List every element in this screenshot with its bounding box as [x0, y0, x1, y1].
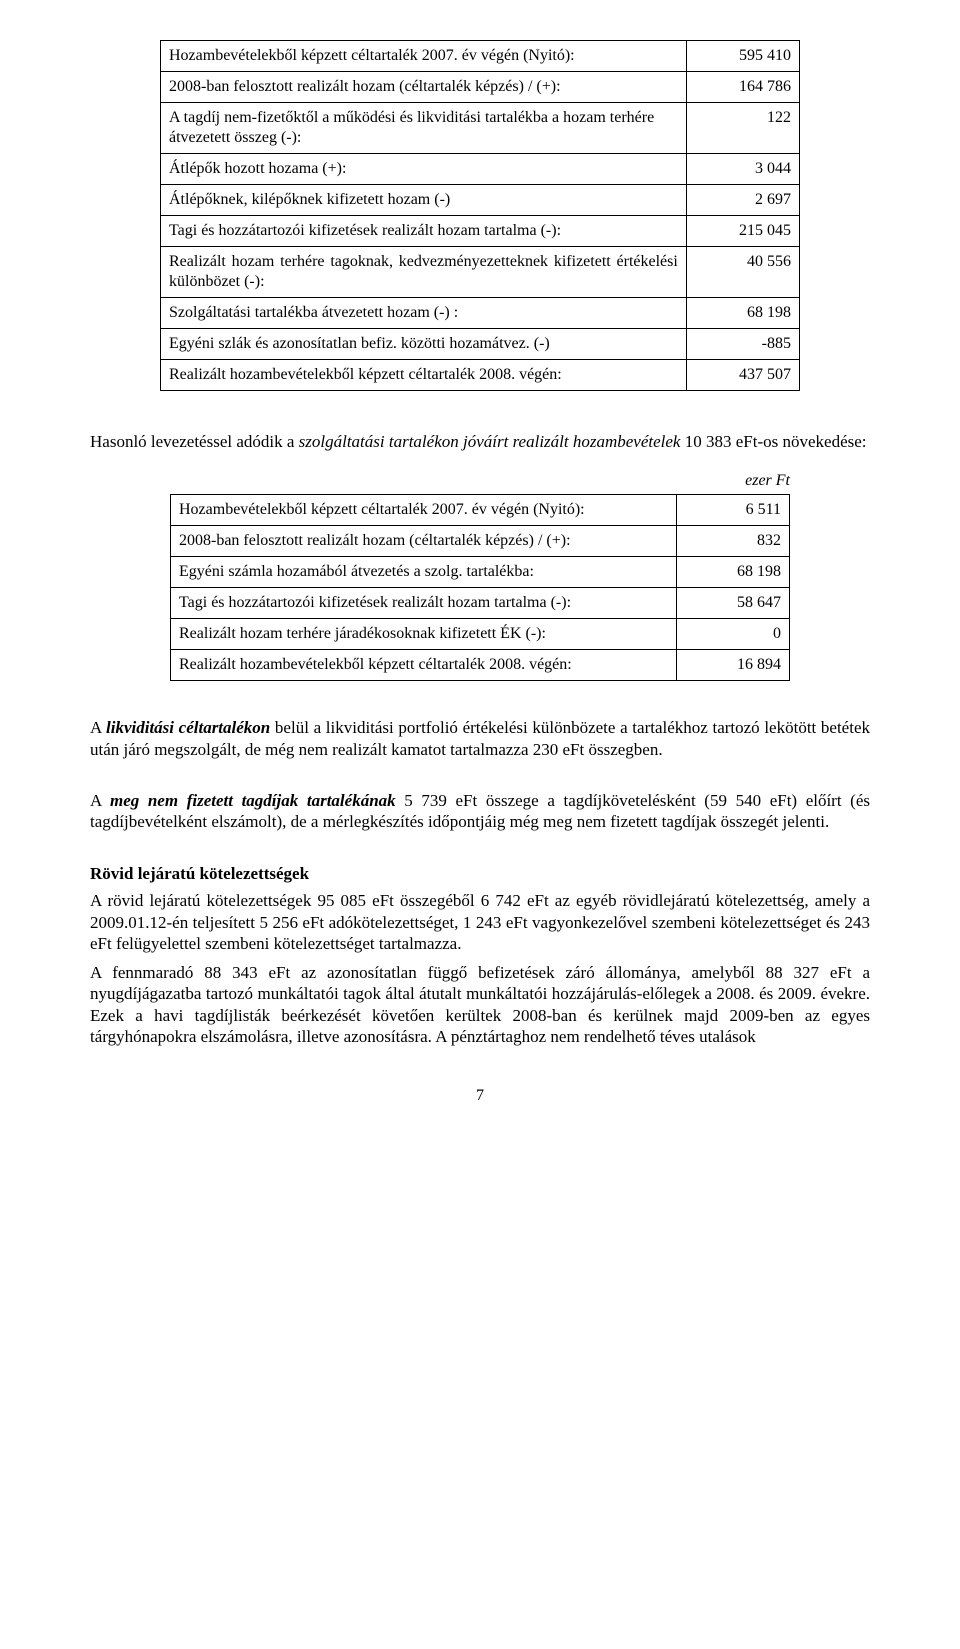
section-heading-rovid-lejaratu: Rövid lejáratú kötelezettségek — [90, 864, 870, 884]
table-row: A tagdíj nem-fizetőktől a működési és li… — [161, 103, 800, 154]
row-label: Realizált hozam terhére tagoknak, kedvez… — [161, 247, 687, 298]
row-value: 164 786 — [686, 72, 799, 103]
row-value: 68 198 — [686, 298, 799, 329]
row-value: 16 894 — [677, 650, 790, 681]
paragraph-meg-nem-fizetett: A meg nem fizetett tagdíjak tartalékának… — [90, 790, 870, 833]
unit-label: ezer Ft — [170, 472, 790, 490]
table-row: Realizált hozam terhére tagoknak, kedvez… — [161, 247, 800, 298]
row-label: 2008-ban felosztott realizált hozam (cél… — [171, 526, 677, 557]
row-label: Egyéni számla hozamából átvezetés a szol… — [171, 557, 677, 588]
table-row: Egyéni számla hozamából átvezetés a szol… — [171, 557, 790, 588]
row-label: 2008-ban felosztott realizált hozam (cél… — [161, 72, 687, 103]
page-number: 7 — [90, 1087, 870, 1105]
text-italic: szolgáltatási tartalékon jóváírt realizá… — [299, 432, 681, 451]
row-label: Realizált hozambevételekből képzett célt… — [171, 650, 677, 681]
text: Hasonló levezetéssel adódik a — [90, 432, 299, 451]
text-bold-italic: meg nem fizetett tagdíjak tartalékának — [110, 791, 396, 810]
row-value: 6 511 — [677, 495, 790, 526]
row-label: Hozambevételekből képzett céltartalék 20… — [161, 41, 687, 72]
paragraph-intro-szolg: Hasonló levezetéssel adódik a szolgáltat… — [90, 431, 870, 452]
table-hozam-2007-2008: Hozambevételekből képzett céltartalék 20… — [160, 40, 800, 391]
page-container: Hozambevételekből képzett céltartalék 20… — [0, 0, 960, 1145]
table-row: Realizált hozambevételekből képzett célt… — [171, 650, 790, 681]
row-label: A tagdíj nem-fizetőktől a működési és li… — [161, 103, 687, 154]
row-value: 832 — [677, 526, 790, 557]
table-row: 2008-ban felosztott realizált hozam (cél… — [171, 526, 790, 557]
row-label: Realizált hozam terhére járadékosoknak k… — [171, 619, 677, 650]
table-szolg-tartalek: Hozambevételekből képzett céltartalék 20… — [170, 494, 790, 681]
row-label: Átlépők hozott hozama (+): — [161, 154, 687, 185]
row-value: 595 410 — [686, 41, 799, 72]
row-value: 40 556 — [686, 247, 799, 298]
row-label: Szolgáltatási tartalékba átvezetett hoza… — [161, 298, 687, 329]
table-row: Egyéni szlák és azonosítatlan befiz. köz… — [161, 329, 800, 360]
row-value: 215 045 — [686, 216, 799, 247]
paragraph-rovid-2: A fennmaradó 88 343 eFt az azonosítatlan… — [90, 962, 870, 1047]
table-row: Realizált hozambevételekből képzett célt… — [161, 360, 800, 391]
table-row: Szolgáltatási tartalékba átvezetett hoza… — [161, 298, 800, 329]
row-label: Realizált hozambevételekből képzett célt… — [161, 360, 687, 391]
row-value: -885 — [686, 329, 799, 360]
text: 10 383 eFt-os növekedése: — [680, 432, 866, 451]
table-row: Átlépőknek, kilépőknek kifizetett hozam … — [161, 185, 800, 216]
row-label: Tagi és hozzátartozói kifizetések realiz… — [161, 216, 687, 247]
table-row: Hozambevételekből képzett céltartalék 20… — [161, 41, 800, 72]
row-label: Tagi és hozzátartozói kifizetések realiz… — [171, 588, 677, 619]
row-value: 2 697 — [686, 185, 799, 216]
text-bold-italic: likviditási céltartalékon — [106, 718, 270, 737]
table-row: 2008-ban felosztott realizált hozam (cél… — [161, 72, 800, 103]
table-row: Tagi és hozzátartozói kifizetések realiz… — [161, 216, 800, 247]
paragraph-rovid-1: A rövid lejáratú kötelezettségek 95 085 … — [90, 890, 870, 954]
text: A — [90, 718, 106, 737]
table-row: Tagi és hozzátartozói kifizetések realiz… — [171, 588, 790, 619]
row-value: 58 647 — [677, 588, 790, 619]
row-label: Egyéni szlák és azonosítatlan befiz. köz… — [161, 329, 687, 360]
text: A — [90, 791, 110, 810]
row-label: Átlépőknek, kilépőknek kifizetett hozam … — [161, 185, 687, 216]
paragraph-likviditasi: A likviditási céltartalékon belül a likv… — [90, 717, 870, 760]
row-value: 122 — [686, 103, 799, 154]
row-value: 3 044 — [686, 154, 799, 185]
row-value: 68 198 — [677, 557, 790, 588]
table-row: Átlépők hozott hozama (+): 3 044 — [161, 154, 800, 185]
table2-wrapper: ezer Ft Hozambevételekből képzett céltar… — [170, 472, 790, 681]
row-value: 0 — [677, 619, 790, 650]
row-value: 437 507 — [686, 360, 799, 391]
table-row: Realizált hozam terhére járadékosoknak k… — [171, 619, 790, 650]
row-label: Hozambevételekből képzett céltartalék 20… — [171, 495, 677, 526]
table-row: Hozambevételekből képzett céltartalék 20… — [171, 495, 790, 526]
